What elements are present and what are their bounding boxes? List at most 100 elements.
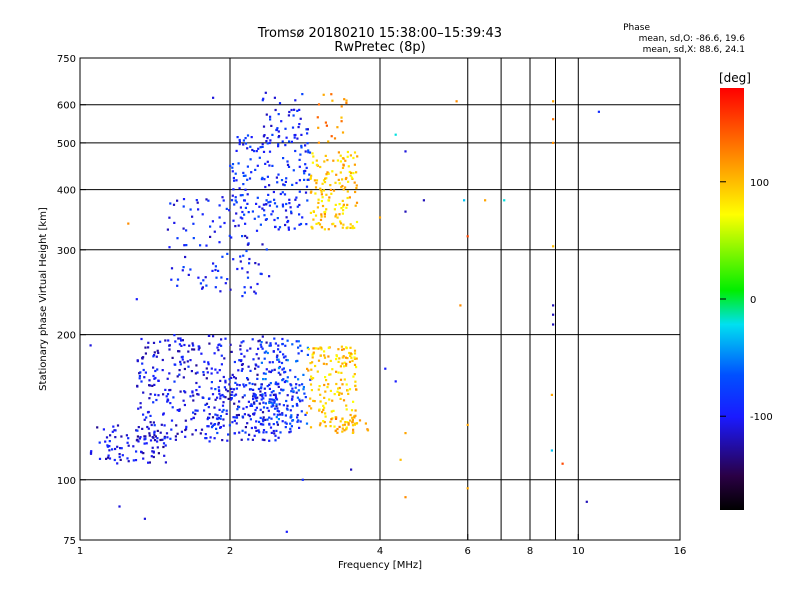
data-point (349, 419, 352, 422)
data-point (244, 431, 247, 434)
data-point (307, 149, 310, 152)
data-point (274, 381, 278, 384)
data-point (269, 370, 272, 374)
data-point (195, 199, 198, 202)
y-tick-label: 75 (63, 536, 76, 547)
data-point (306, 142, 309, 145)
data-point (153, 430, 156, 433)
data-point (234, 196, 237, 199)
data-point (351, 225, 354, 228)
data-point (221, 393, 224, 397)
data-point (153, 433, 156, 437)
data-point (147, 341, 150, 344)
data-point (355, 388, 358, 391)
data-point (255, 150, 258, 153)
data-point (191, 215, 194, 218)
data-point (334, 203, 337, 206)
data-point (275, 128, 278, 132)
x-tick-label: 10 (572, 546, 585, 557)
data-point (307, 369, 310, 372)
data-point (323, 354, 326, 357)
data-point (269, 115, 272, 118)
data-point (192, 237, 195, 240)
data-point (246, 193, 249, 196)
data-point (317, 222, 320, 225)
data-point (310, 389, 313, 392)
data-point (345, 362, 348, 365)
data-point (263, 214, 266, 217)
data-point (107, 454, 110, 457)
data-point (141, 362, 144, 365)
y-tick-label: 750 (57, 54, 76, 65)
data-point (282, 404, 285, 407)
data-point (296, 359, 299, 362)
data-point (342, 348, 345, 351)
data-point (289, 409, 292, 412)
data-point (287, 114, 290, 117)
data-point (331, 99, 334, 102)
data-point (262, 416, 265, 419)
data-point (353, 151, 357, 154)
data-point (351, 177, 354, 180)
data-point (216, 396, 219, 399)
data-point (259, 390, 262, 393)
data-point (235, 416, 239, 419)
x-tick-label: 2 (227, 546, 233, 557)
data-point (289, 430, 292, 433)
data-point (463, 199, 466, 202)
data-point (324, 402, 327, 405)
data-point (286, 394, 289, 397)
data-point (237, 369, 240, 372)
data-point (96, 426, 99, 429)
data-point (224, 379, 227, 382)
data-point (211, 220, 214, 223)
data-point (247, 211, 250, 214)
data-point (339, 154, 342, 157)
data-point (154, 435, 157, 438)
data-point (162, 445, 165, 449)
data-point (114, 447, 117, 451)
data-point (263, 178, 266, 181)
data-point (157, 394, 160, 397)
data-point (262, 125, 266, 128)
data-point (162, 393, 165, 396)
data-point (290, 108, 293, 112)
data-point (260, 361, 263, 364)
data-point (281, 368, 284, 371)
data-point (290, 384, 293, 387)
data-point (332, 222, 335, 225)
data-point (152, 451, 155, 454)
data-point (202, 279, 205, 282)
data-point (346, 226, 349, 229)
data-point (263, 438, 266, 442)
data-point (295, 402, 298, 406)
data-point (320, 348, 323, 351)
data-point (234, 381, 237, 384)
data-point (229, 164, 232, 167)
data-point (194, 372, 197, 375)
data-point (154, 393, 157, 396)
data-point (180, 339, 183, 342)
data-point (241, 367, 244, 371)
data-point (135, 429, 138, 432)
data-point (293, 136, 296, 139)
data-point (285, 530, 288, 533)
data-point (299, 400, 302, 403)
data-point (261, 176, 264, 179)
data-point (292, 390, 295, 393)
data-point (341, 226, 344, 229)
grid-lines (80, 58, 680, 540)
data-point (174, 340, 177, 343)
data-point (335, 416, 338, 419)
data-point (174, 438, 177, 441)
data-point (283, 380, 286, 384)
data-point (320, 215, 323, 218)
data-point (224, 381, 227, 384)
data-point (211, 393, 215, 396)
data-point (321, 196, 324, 199)
data-point (299, 117, 302, 120)
data-point (218, 392, 221, 395)
data-point (106, 445, 109, 448)
data-point (259, 422, 262, 426)
data-point (149, 414, 152, 417)
